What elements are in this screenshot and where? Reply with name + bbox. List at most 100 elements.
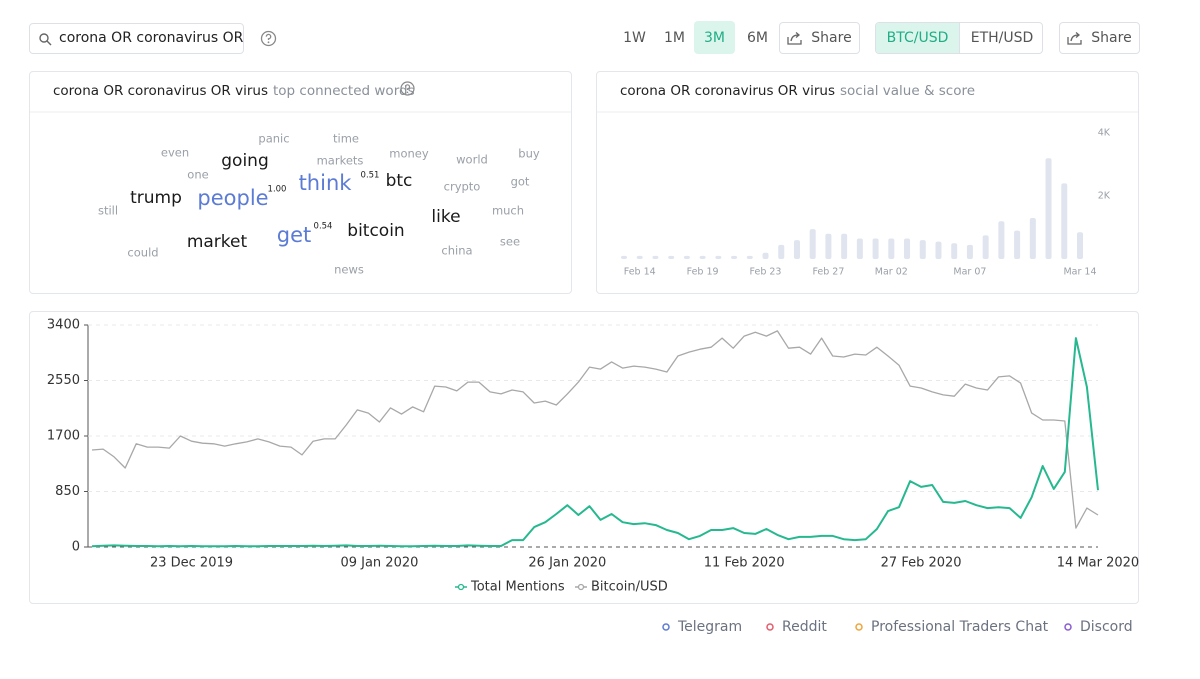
bar (652, 255, 659, 259)
word: btc (386, 171, 413, 191)
main-chart-card (29, 311, 1139, 604)
bar (809, 229, 816, 259)
share-label: Share (811, 30, 852, 46)
word-score: 0.54 (314, 222, 333, 232)
x-tick-label: 09 Jan 2020 (340, 556, 418, 571)
pair-button[interactable]: ETH/USD (959, 23, 1042, 53)
y-tick-label: 4K (1098, 128, 1111, 139)
help-icon[interactable] (400, 81, 415, 96)
bar (872, 238, 879, 259)
y-tick-label: 1700 (47, 429, 80, 444)
x-tick-label: Feb 23 (750, 267, 782, 278)
card-title-text: corona OR coronavirus OR virus (620, 83, 835, 99)
x-tick-label: 26 Jan 2020 (528, 556, 606, 571)
source-dot (766, 623, 774, 631)
word: one (187, 168, 208, 182)
bar (1077, 232, 1083, 259)
pair-toggle: BTC/USD ETH/USD (875, 22, 1043, 54)
word: could (127, 246, 158, 260)
x-tick-label: Mar 02 (875, 267, 908, 278)
x-tick-label: 23 Dec 2019 (150, 556, 233, 571)
y-tick-label: 0 (72, 540, 80, 555)
word: news (334, 263, 364, 277)
word: like (431, 207, 460, 227)
card-title: corona OR coronavirus OR virus top connec… (53, 83, 415, 99)
word: time (333, 132, 359, 146)
x-tick-label: Mar 07 (953, 267, 986, 278)
bar (668, 255, 675, 259)
bar (982, 235, 989, 259)
legend-label: Bitcoin/USD (591, 580, 668, 595)
bar (715, 255, 722, 259)
pair-button[interactable]: BTC/USD (876, 23, 959, 53)
word: bitcoin (347, 221, 404, 241)
word: still (98, 204, 118, 218)
bar (762, 252, 769, 259)
range-button[interactable]: 1M (664, 29, 685, 46)
word: china (441, 244, 472, 258)
card-subtitle: social value & score (840, 83, 975, 99)
card-title-text: corona OR coronavirus OR virus (53, 83, 268, 99)
word: even (161, 146, 189, 160)
share-icon (1067, 32, 1082, 45)
word: markets (317, 154, 364, 168)
search-query: corona OR coronavirus OR virus (59, 30, 244, 46)
word: people (197, 186, 268, 210)
range-button[interactable]: 6M (747, 29, 768, 46)
line-series (91, 330, 1099, 529)
source-label: Telegram (677, 619, 742, 635)
x-tick-label: Feb 14 (624, 267, 656, 278)
bar (1061, 183, 1068, 259)
legend-symbol (457, 583, 465, 591)
range-button[interactable]: 1W (623, 29, 646, 46)
search-icon (39, 33, 52, 46)
word-score: 0.51 (361, 171, 380, 181)
share-button[interactable]: Share (1059, 22, 1140, 54)
source-toggle[interactable]: Telegram (662, 619, 742, 635)
y-tick-label: 2550 (47, 373, 80, 388)
bar (621, 255, 627, 259)
card-subtitle: top connected words (273, 83, 415, 99)
y-tick-label: 850 (55, 484, 80, 499)
y-tick-label: 3400 (47, 318, 80, 333)
bar (935, 241, 942, 259)
bar (951, 243, 958, 259)
word: buy (518, 147, 540, 161)
range-button[interactable]: 3M (694, 21, 735, 54)
x-tick-label: Mar 14 (1063, 267, 1096, 278)
word: think (299, 171, 353, 195)
share-button[interactable]: Share (779, 22, 860, 54)
legend-symbol (577, 583, 585, 591)
source-label: Discord (1080, 619, 1133, 635)
source-toggle[interactable]: Discord (1064, 619, 1133, 635)
share-icon (787, 32, 802, 45)
word: trump (130, 188, 182, 208)
share-label: Share (1091, 30, 1132, 46)
source-toggle[interactable]: Professional Traders Chat (855, 619, 1049, 635)
word-cloud-card (29, 71, 572, 294)
x-tick-label: Feb 27 (812, 267, 844, 278)
word: world (456, 153, 488, 167)
help-icon[interactable] (260, 30, 277, 47)
bar (825, 233, 832, 259)
bar (731, 255, 738, 259)
bar (1029, 218, 1036, 259)
word: market (187, 232, 248, 252)
bar (888, 238, 895, 259)
source-toggle[interactable]: Reddit (766, 619, 827, 635)
source-dot (662, 623, 670, 631)
bar (904, 238, 911, 259)
card-title: corona OR coronavirus OR virus social val… (620, 83, 975, 99)
bar (699, 255, 706, 259)
bar (1014, 230, 1021, 259)
bar (841, 233, 848, 259)
word: panic (258, 132, 289, 146)
word: money (389, 147, 429, 161)
source-dot (1064, 623, 1072, 631)
source-label: Reddit (782, 619, 827, 635)
bar (966, 244, 973, 259)
source-dot (855, 623, 863, 631)
word: see (500, 235, 520, 249)
search-box[interactable]: corona OR coronavirus OR virus (29, 23, 244, 54)
bar (636, 255, 643, 259)
